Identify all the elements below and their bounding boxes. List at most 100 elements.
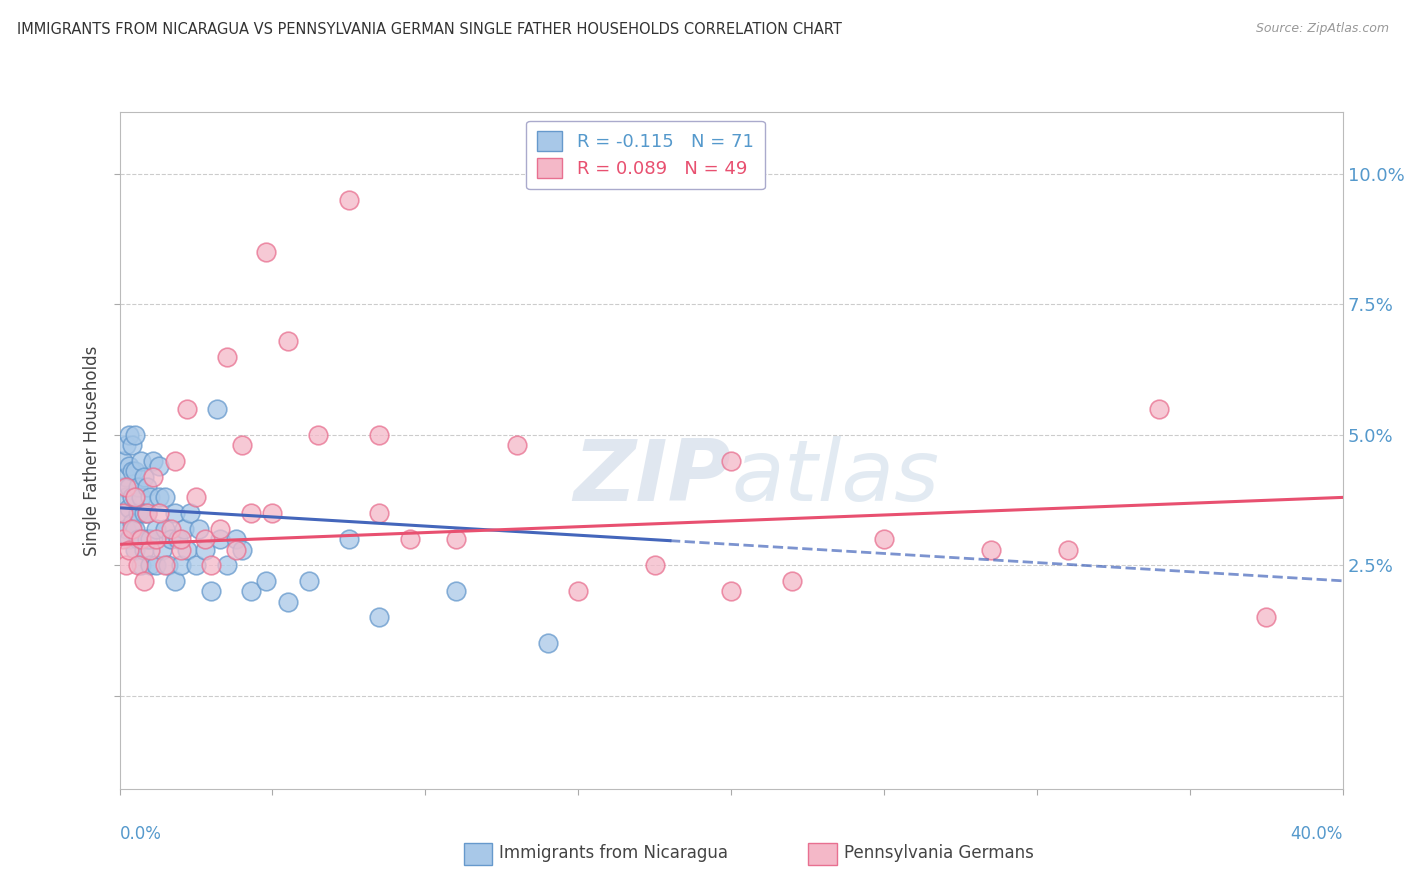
Point — [240, 506, 263, 520]
Point — [114, 491, 136, 505]
Point — [368, 506, 391, 520]
Point — [132, 542, 155, 557]
Text: Pennsylvania Germans: Pennsylvania Germans — [844, 844, 1033, 862]
Legend: R = -0.115   N = 71, R = 0.089   N = 49: R = -0.115 N = 71, R = 0.089 N = 49 — [526, 120, 765, 189]
Point — [111, 454, 134, 468]
Point — [176, 401, 198, 416]
Point — [399, 532, 422, 546]
Point — [720, 454, 742, 468]
Point — [231, 438, 253, 452]
Point — [155, 491, 177, 505]
Point — [124, 491, 146, 505]
Point — [160, 532, 183, 546]
Point — [225, 542, 247, 557]
Point — [163, 454, 186, 468]
Text: 40.0%: 40.0% — [1291, 825, 1343, 843]
Point — [118, 532, 141, 546]
Point — [166, 532, 188, 546]
Point — [129, 454, 152, 468]
Point — [118, 542, 141, 557]
Point — [145, 558, 167, 573]
Point — [139, 491, 162, 505]
Point — [173, 522, 195, 536]
Point — [980, 542, 1002, 557]
Point — [215, 350, 238, 364]
Point — [148, 459, 170, 474]
Point — [179, 506, 201, 520]
Bar — [464, 843, 492, 865]
Point — [176, 542, 198, 557]
Point — [142, 454, 165, 468]
Point — [444, 584, 467, 599]
Point — [209, 532, 232, 546]
Point — [132, 506, 155, 520]
Point — [873, 532, 896, 546]
Point — [209, 522, 232, 536]
Point — [200, 584, 222, 599]
Point — [136, 506, 159, 520]
Point — [207, 401, 229, 416]
Point — [444, 532, 467, 546]
Point — [240, 584, 263, 599]
Point — [124, 464, 146, 478]
Point — [121, 491, 143, 505]
Point — [225, 532, 247, 546]
Point — [231, 542, 253, 557]
Point — [118, 427, 141, 442]
Point — [129, 532, 152, 546]
Point — [163, 574, 186, 588]
Point — [1056, 542, 1078, 557]
Point — [136, 506, 159, 520]
Point — [114, 558, 136, 573]
Point — [121, 522, 143, 536]
Point — [111, 506, 134, 520]
Point — [121, 516, 143, 531]
Point — [111, 532, 134, 546]
Point — [145, 532, 167, 546]
Point — [337, 193, 360, 207]
Point — [169, 532, 191, 546]
Point — [254, 574, 277, 588]
Point — [194, 542, 217, 557]
Point — [127, 558, 149, 573]
Point — [262, 506, 284, 520]
Point — [215, 558, 238, 573]
Point — [127, 532, 149, 546]
Point — [111, 506, 134, 520]
Point — [132, 574, 155, 588]
Point — [188, 522, 211, 536]
Text: atlas: atlas — [731, 436, 939, 519]
Point — [200, 558, 222, 573]
Point — [121, 464, 143, 478]
Point — [1149, 401, 1171, 416]
Text: IMMIGRANTS FROM NICARAGUA VS PENNSYLVANIA GERMAN SINGLE FATHER HOUSEHOLDS CORREL: IMMIGRANTS FROM NICARAGUA VS PENNSYLVANI… — [17, 22, 842, 37]
Point — [129, 558, 152, 573]
Point — [506, 438, 529, 452]
Point — [537, 636, 560, 650]
Point — [114, 438, 136, 452]
Point — [163, 506, 186, 520]
Point — [118, 459, 141, 474]
Point — [111, 480, 134, 494]
Point — [169, 542, 191, 557]
Point — [160, 522, 183, 536]
Point — [567, 584, 589, 599]
Point — [150, 542, 173, 557]
Point — [644, 558, 666, 573]
Point — [139, 558, 162, 573]
Point — [184, 558, 207, 573]
Point — [136, 532, 159, 546]
Point — [157, 558, 180, 573]
Point — [720, 584, 742, 599]
Point — [136, 480, 159, 494]
Text: Source: ZipAtlas.com: Source: ZipAtlas.com — [1256, 22, 1389, 36]
Point — [307, 427, 329, 442]
Point — [132, 469, 155, 483]
Point — [139, 532, 162, 546]
Point — [145, 522, 167, 536]
Point — [118, 500, 141, 515]
Point — [124, 522, 146, 536]
Point — [124, 491, 146, 505]
Point — [129, 532, 152, 546]
Point — [368, 610, 391, 624]
